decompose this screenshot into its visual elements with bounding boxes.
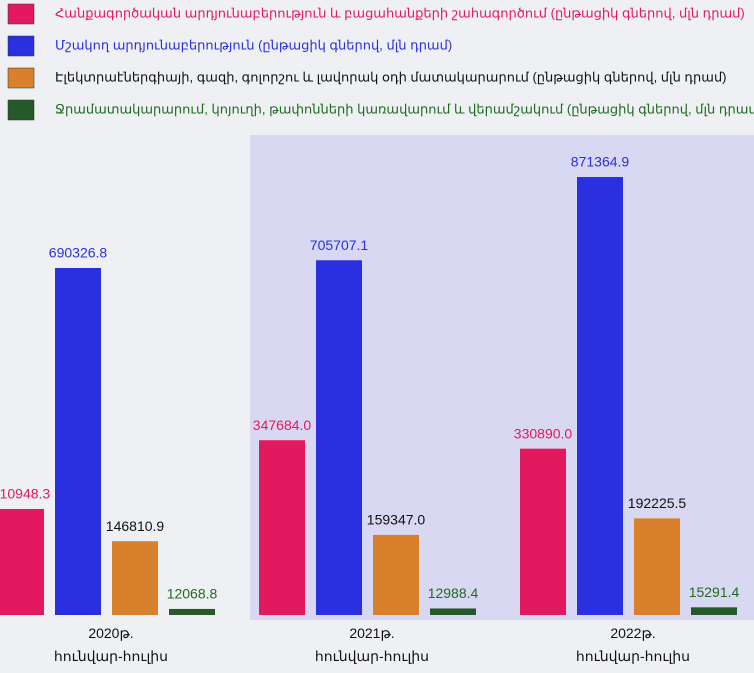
- value-label: 15291.4: [689, 584, 740, 600]
- value-label: 192225.5: [628, 495, 687, 511]
- value-label: 705707.1: [310, 237, 369, 253]
- value-label: 12068.8: [167, 586, 218, 602]
- legend-swatch: [7, 99, 35, 121]
- legend-swatch: [7, 35, 35, 57]
- bar: [55, 268, 101, 615]
- value-label: 690326.8: [49, 245, 108, 261]
- value-label: 210948.3: [0, 486, 50, 502]
- bar: [112, 541, 158, 615]
- legend-swatch: [7, 3, 35, 25]
- bar: [691, 607, 737, 615]
- legend-swatch: [7, 67, 35, 89]
- bar: [520, 448, 566, 615]
- bar: [634, 518, 680, 615]
- category-label: 2021թ. հունվար-հուլիս: [314, 625, 430, 664]
- value-label: 871364.9: [571, 154, 630, 170]
- value-label: 146810.9: [106, 518, 165, 534]
- bar: [169, 608, 215, 615]
- category-label: 2020թ. հունվար-հուլիս: [53, 625, 169, 664]
- bar: [259, 440, 305, 615]
- bar: [577, 177, 623, 615]
- value-label: 330890.0: [514, 425, 573, 441]
- category-label: 2022թ. հունվար-հուլիս: [575, 625, 691, 664]
- legend-label: Հանքագործական արդյունաբերություն և բացահ…: [55, 5, 745, 20]
- bar: [0, 508, 44, 615]
- value-label: 12988.4: [428, 585, 479, 601]
- bar: [373, 534, 419, 615]
- legend-label: Էլեկտրաէներգիայի, գազի, գոլորշու և լավոր…: [55, 69, 727, 84]
- legend-label: Մշակող արդյունաբերություն (ընթացիկ գներո…: [55, 37, 452, 52]
- bar: [430, 608, 476, 615]
- value-label: 159347.0: [367, 512, 426, 528]
- value-label: 347684.0: [253, 417, 312, 433]
- legend-label: Ջրամատակարարում, կոյուղի, թափոնների կառա…: [55, 101, 754, 116]
- bar: [316, 260, 362, 615]
